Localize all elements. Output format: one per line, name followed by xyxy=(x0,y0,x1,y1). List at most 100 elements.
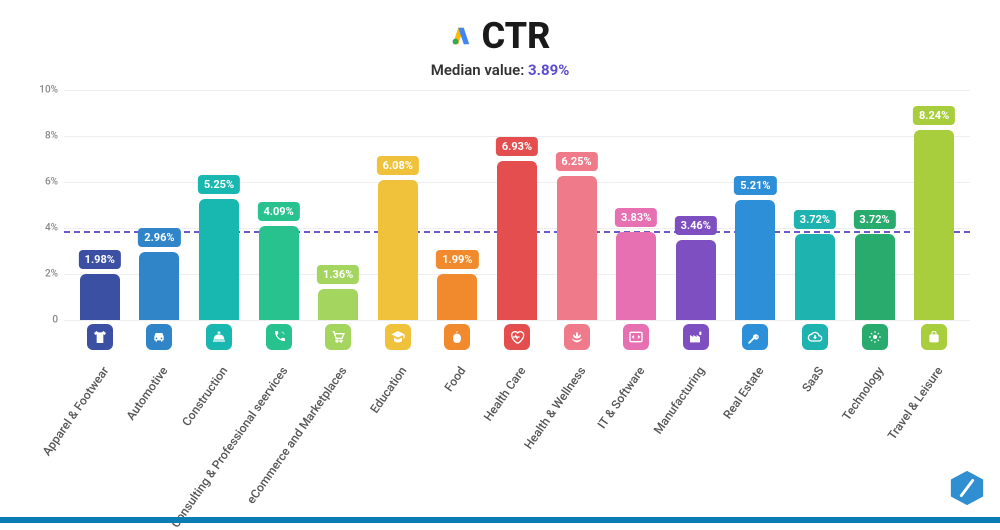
subtitle-prefix: Median value: xyxy=(431,61,528,79)
bar-value-label: 5.21% xyxy=(734,176,776,195)
x-axis-label: Automotive xyxy=(124,364,171,423)
icon-slot xyxy=(249,324,309,354)
tap-icon xyxy=(862,324,888,350)
x-axis-icons xyxy=(64,324,970,354)
icon-slot xyxy=(487,324,547,354)
bar-value-label: 6.25% xyxy=(555,152,597,171)
bar-value-label: 3.46% xyxy=(675,216,717,235)
cart-icon xyxy=(325,324,351,350)
lotus-icon xyxy=(564,324,590,350)
brand-badge-icon xyxy=(948,469,986,507)
y-tick-label: 6% xyxy=(45,177,58,188)
x-label-slot: eCommerce and Marketplaces xyxy=(308,358,368,518)
google-ads-icon xyxy=(450,25,472,47)
bar-column: 4.09% xyxy=(249,90,309,320)
bar: 2.96% xyxy=(139,252,179,320)
bar-column: 3.72% xyxy=(845,90,905,320)
icon-slot xyxy=(904,324,964,354)
y-tick-label: 2% xyxy=(45,269,58,280)
bar-value-label: 6.93% xyxy=(496,137,538,156)
icon-slot xyxy=(845,324,905,354)
hardhat-icon xyxy=(206,324,232,350)
bar: 6.93% xyxy=(497,161,537,320)
icon-slot xyxy=(189,324,249,354)
icon-slot xyxy=(666,324,726,354)
bar-value-label: 1.98% xyxy=(79,250,121,269)
bar: 4.09% xyxy=(259,226,299,320)
apple-icon xyxy=(444,324,470,350)
cloud-icon xyxy=(802,324,828,350)
bar: 3.46% xyxy=(676,240,716,320)
x-label-slot: SaaS xyxy=(785,358,845,518)
bar: 6.25% xyxy=(557,176,597,320)
bar-column: 6.25% xyxy=(547,90,607,320)
median-value: 3.89% xyxy=(528,61,569,79)
bar-column: 6.93% xyxy=(487,90,547,320)
bar-column: 3.46% xyxy=(666,90,726,320)
x-axis-label: Apparel & Footwear xyxy=(39,364,111,458)
x-axis-label: Real Estate xyxy=(721,364,767,421)
x-label-slot: Automotive xyxy=(130,358,190,518)
code-icon xyxy=(623,324,649,350)
bar-value-label: 1.99% xyxy=(436,250,478,269)
x-label-slot: Real Estate xyxy=(726,358,786,518)
x-label-slot: Food xyxy=(428,358,488,518)
heart-icon xyxy=(504,324,530,350)
gradcap-icon xyxy=(385,324,411,350)
icon-slot xyxy=(606,324,666,354)
bars-container: 1.98% 2.96% 5.25% 4.09% 1.36% 6.08% 1.99% 6.93%… xyxy=(64,90,970,320)
x-label-slot: Education xyxy=(368,358,428,518)
bar-value-label: 8.24% xyxy=(913,106,955,125)
bar-column: 5.21% xyxy=(726,90,786,320)
y-tick-label: 10% xyxy=(39,85,58,96)
chart-title: CTR xyxy=(482,15,551,57)
y-tick-label: 4% xyxy=(45,223,58,234)
phone-icon xyxy=(266,324,292,350)
bar-value-label: 4.09% xyxy=(257,202,299,221)
chart-subtitle: Median value: 3.89% xyxy=(0,61,1000,79)
icon-slot xyxy=(547,324,607,354)
bar: 5.21% xyxy=(735,200,775,320)
suitcase-icon xyxy=(921,324,947,350)
x-axis-labels: Apparel & FootwearAutomotiveConstruction… xyxy=(64,358,970,518)
bar-column: 8.24% xyxy=(904,90,964,320)
x-label-slot: IT & Software xyxy=(606,358,666,518)
grid-line xyxy=(64,320,970,321)
bar-column: 1.99% xyxy=(428,90,488,320)
icon-slot xyxy=(308,324,368,354)
key-icon xyxy=(742,324,768,350)
y-tick-label: 8% xyxy=(45,131,58,142)
bar: 8.24% xyxy=(914,130,954,320)
bar-value-label: 3.83% xyxy=(615,208,657,227)
x-axis-label: SaaS xyxy=(799,364,826,395)
bar-column: 1.98% xyxy=(70,90,130,320)
chart-header: CTR Median value: 3.89% xyxy=(0,0,1000,79)
bar-value-label: 6.08% xyxy=(377,156,419,175)
bar-value-label: 1.36% xyxy=(317,265,359,284)
icon-slot xyxy=(726,324,786,354)
y-tick-label: 0 xyxy=(52,315,58,326)
bar-column: 1.36% xyxy=(308,90,368,320)
factory-icon xyxy=(683,324,709,350)
x-label-slot: Apparel & Footwear xyxy=(70,358,130,518)
bar: 3.72% xyxy=(795,234,835,320)
icon-slot xyxy=(428,324,488,354)
bar-column: 3.72% xyxy=(785,90,845,320)
x-axis-label: Health Care xyxy=(481,364,529,424)
bar-column: 3.83% xyxy=(606,90,666,320)
bar-column: 2.96% xyxy=(130,90,190,320)
x-label-slot: Manufacturing xyxy=(666,358,726,518)
bar-value-label: 2.96% xyxy=(138,228,180,247)
bar: 1.98% xyxy=(80,274,120,320)
car-icon xyxy=(146,324,172,350)
x-axis-label: Food xyxy=(442,364,469,394)
bar: 3.72% xyxy=(855,234,895,320)
bar-value-label: 5.25% xyxy=(198,175,240,194)
bar: 5.25% xyxy=(199,199,239,320)
bar-value-label: 3.72% xyxy=(794,210,836,229)
bar: 3.83% xyxy=(616,232,656,320)
y-axis: 02%4%6%8%10% xyxy=(30,90,64,320)
bar-column: 5.25% xyxy=(189,90,249,320)
x-label-slot: Health & Wellness xyxy=(547,358,607,518)
bar-value-label: 3.72% xyxy=(853,210,895,229)
